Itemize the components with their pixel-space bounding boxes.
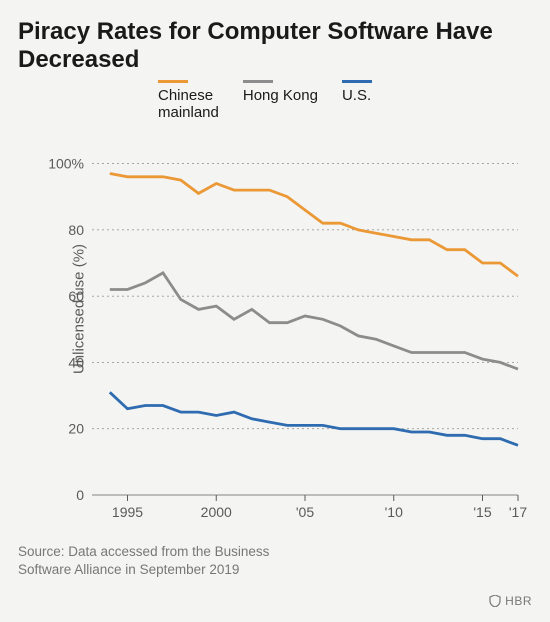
brand-badge: HBR (489, 594, 532, 608)
y-tick-label: 80 (68, 221, 84, 237)
y-tick-label: 20 (68, 420, 84, 436)
legend-swatch (158, 80, 188, 83)
y-axis-label: Unlicensed use (%) (71, 244, 88, 374)
x-tick-label: '15 (473, 504, 491, 520)
legend-swatch (243, 80, 273, 83)
legend-swatch (342, 80, 372, 83)
x-tick-label: 1995 (112, 504, 143, 520)
chart-plot-area: Unlicensed use (%) 020406080100%19952000… (18, 89, 532, 529)
y-tick-label: 100% (48, 155, 84, 171)
line-chart-svg: 020406080100%19952000'05'10'15'17 (18, 89, 532, 529)
chart-title: Piracy Rates for Computer Software Have … (18, 18, 532, 75)
chart-container: Piracy Rates for Computer Software Have … (0, 0, 550, 622)
x-tick-label: '17 (509, 504, 527, 520)
x-tick-label: '05 (296, 504, 314, 520)
x-tick-label: 2000 (201, 504, 232, 520)
shield-icon (489, 595, 501, 607)
series-line (110, 173, 518, 276)
y-tick-label: 0 (76, 487, 84, 503)
brand-label: HBR (505, 594, 532, 608)
x-tick-label: '10 (385, 504, 403, 520)
series-line (110, 273, 518, 369)
source-text: Source: Data accessed from the Business … (18, 543, 532, 579)
series-line (110, 392, 518, 445)
